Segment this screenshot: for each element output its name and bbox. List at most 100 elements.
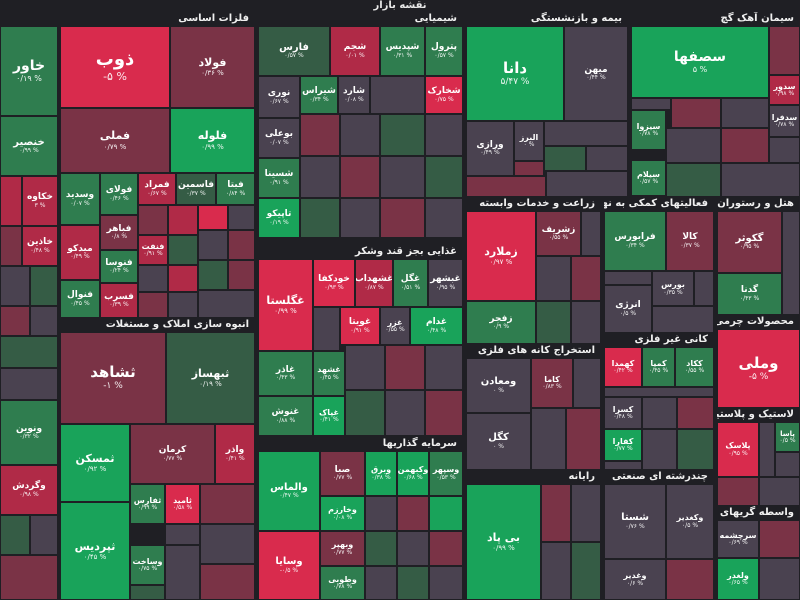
minor-stock-tile[interactable] [429,496,463,531]
minor-stock-tile[interactable] [340,114,380,156]
minor-stock-tile[interactable] [385,345,425,390]
stock-tile[interactable]: کگل ۰ % [466,413,531,470]
minor-stock-tile[interactable] [425,345,463,390]
stock-tile[interactable]: شارد ۰/۰۸ % [338,76,370,114]
stock-tile[interactable]: فاسمین ۰/۳۷ % [176,173,216,205]
minor-stock-tile[interactable] [300,114,340,156]
minor-stock-tile[interactable] [165,524,200,545]
minor-stock-tile[interactable] [544,146,586,171]
minor-stock-tile[interactable] [365,496,397,531]
minor-stock-tile[interactable] [759,558,800,600]
stock-tile[interactable]: فنفت ۰/۹۱ % [138,235,168,265]
stock-tile[interactable]: زشریف ۰/۵۵ % [536,211,581,256]
minor-stock-tile[interactable] [198,205,228,230]
stock-tile[interactable]: والماس ۰/۴۷ % [258,451,320,531]
minor-stock-tile[interactable] [0,515,30,555]
stock-tile[interactable]: ثامید ۰/۵۸ % [165,484,200,524]
minor-stock-tile[interactable] [345,345,385,390]
stock-tile[interactable]: کهمدا ۰/۴۲ % [604,347,642,387]
stock-tile[interactable]: فمراد ۰/۶۷ % [138,173,176,205]
stock-tile[interactable]: فولای ۰/۴۶ % [100,173,138,215]
minor-stock-tile[interactable] [571,484,601,542]
stock-tile[interactable]: کسرا ۰/۴۸ % [604,397,642,429]
stock-tile[interactable]: ککاد ۰/۵۵ % [675,347,714,387]
stock-tile[interactable]: بورس ۰/۳۵ % [652,271,694,306]
minor-stock-tile[interactable] [385,390,425,436]
stock-tile[interactable]: وساخت ۰/۷۵ % [130,545,165,585]
minor-stock-tile[interactable] [694,271,714,306]
stock-tile[interactable]: شخارک ۰/۷۵ % [425,76,463,114]
minor-stock-tile[interactable] [198,230,228,260]
stock-tile[interactable]: زملارد ۰/۹۷ % [466,211,536,301]
minor-stock-tile[interactable] [0,336,58,368]
stock-tile[interactable]: وملی -۵ % [717,329,800,408]
minor-stock-tile[interactable] [340,156,380,198]
stock-tile[interactable]: سدور ۰/۹۸ % [769,75,800,105]
stock-tile[interactable]: فرابورس ۰/۳۴ % [604,211,666,271]
stock-tile[interactable]: دانا ۵/۴۷ % [466,26,564,121]
minor-stock-tile[interactable] [531,408,566,470]
stock-tile[interactable]: شسینا ۰/۹۱ % [258,158,300,198]
minor-stock-tile[interactable] [365,566,397,600]
minor-stock-tile[interactable] [604,461,642,470]
minor-stock-tile[interactable] [345,390,385,436]
minor-stock-tile[interactable] [677,397,714,429]
minor-stock-tile[interactable] [429,566,463,600]
stock-tile[interactable]: ذوب -۵ % [60,26,170,108]
stock-tile[interactable]: فملی ۰/۷۹ % [60,108,170,173]
minor-stock-tile[interactable] [546,171,628,197]
minor-stock-tile[interactable] [759,520,800,558]
stock-tile[interactable]: فسرب ۰/۳۹ % [100,283,138,318]
stock-tile[interactable]: وسایا -۰/۵ % [258,531,320,600]
minor-stock-tile[interactable] [397,496,429,531]
minor-stock-tile[interactable] [0,555,58,600]
stock-tile[interactable]: فنوال ۰/۴۵ % [60,280,100,318]
stock-tile[interactable]: غویتا ۰/۹۱ % [340,307,380,345]
minor-stock-tile[interactable] [769,26,800,75]
stock-tile[interactable]: گکوثر ۰/۹۵ % [717,211,782,273]
minor-stock-tile[interactable] [642,429,677,470]
stock-tile[interactable]: غشهداب ۰/۸۷ % [355,259,393,307]
stock-tile[interactable]: وبرق ۰/۳۸ % [365,451,397,496]
minor-stock-tile[interactable] [380,156,425,198]
minor-stock-tile[interactable] [759,477,800,506]
stock-tile[interactable]: ثمسکن ۰/۹۲ % [60,424,130,502]
minor-stock-tile[interactable] [0,306,30,336]
stock-tile[interactable]: کرمان ۰/۷۷ % [130,424,215,484]
minor-stock-tile[interactable] [536,256,571,301]
minor-stock-tile[interactable] [138,205,168,235]
minor-stock-tile[interactable] [200,484,255,524]
minor-stock-tile[interactable] [130,585,165,600]
stock-tile[interactable]: غدام ۰/۴۸ % [410,307,463,345]
stock-tile[interactable]: نوری ۰/۶۷ % [258,76,300,118]
stock-tile[interactable]: واذر ۰/۴۱ % [215,424,255,484]
stock-tile[interactable]: فباهر ۰/۸ % [100,215,138,250]
minor-stock-tile[interactable] [466,176,546,197]
minor-stock-tile[interactable] [581,211,601,256]
stock-tile[interactable]: کفارا ۰/۷۷ % [604,429,642,461]
stock-tile[interactable]: سرچشمه ۰/۶۹ % [717,520,759,558]
stock-tile[interactable]: شجم ۰/۰۱ % [330,26,380,76]
stock-tile[interactable]: فولاد ۰/۳۶ % [170,26,255,108]
stock-tile[interactable]: سصفها ۵ % [631,26,769,98]
stock-tile[interactable]: غگلستا ۰/۹۹ % [258,259,313,351]
minor-stock-tile[interactable] [566,408,601,470]
stock-tile[interactable]: ورازی ۰/۴۹ % [466,121,514,176]
stock-tile[interactable]: غنوش ۰/۸۸ % [258,396,313,436]
stock-tile[interactable]: شپدیس ۰/۳۱ % [380,26,425,76]
minor-stock-tile[interactable] [0,226,22,266]
minor-stock-tile[interactable] [721,128,769,163]
minor-stock-tile[interactable] [228,230,255,260]
stock-tile[interactable]: سیلام ۰/۵۷ % [631,160,666,196]
stock-tile[interactable]: غزر ۰/۵۵ % [380,307,410,345]
minor-stock-tile[interactable] [198,260,228,290]
stock-tile[interactable]: زفجر ۰/۹ % [466,301,536,344]
minor-stock-tile[interactable] [666,163,721,197]
stock-tile[interactable]: غبشهر ۰/۹۵ % [428,259,463,307]
minor-stock-tile[interactable] [0,176,22,226]
minor-stock-tile[interactable] [425,114,463,156]
minor-stock-tile[interactable] [536,301,571,344]
minor-stock-tile[interactable] [30,515,58,555]
stock-tile[interactable]: ولغدر ۰/۶۵ % [717,558,759,600]
stock-tile[interactable]: کمیا ۰/۴۵ % [642,347,675,387]
